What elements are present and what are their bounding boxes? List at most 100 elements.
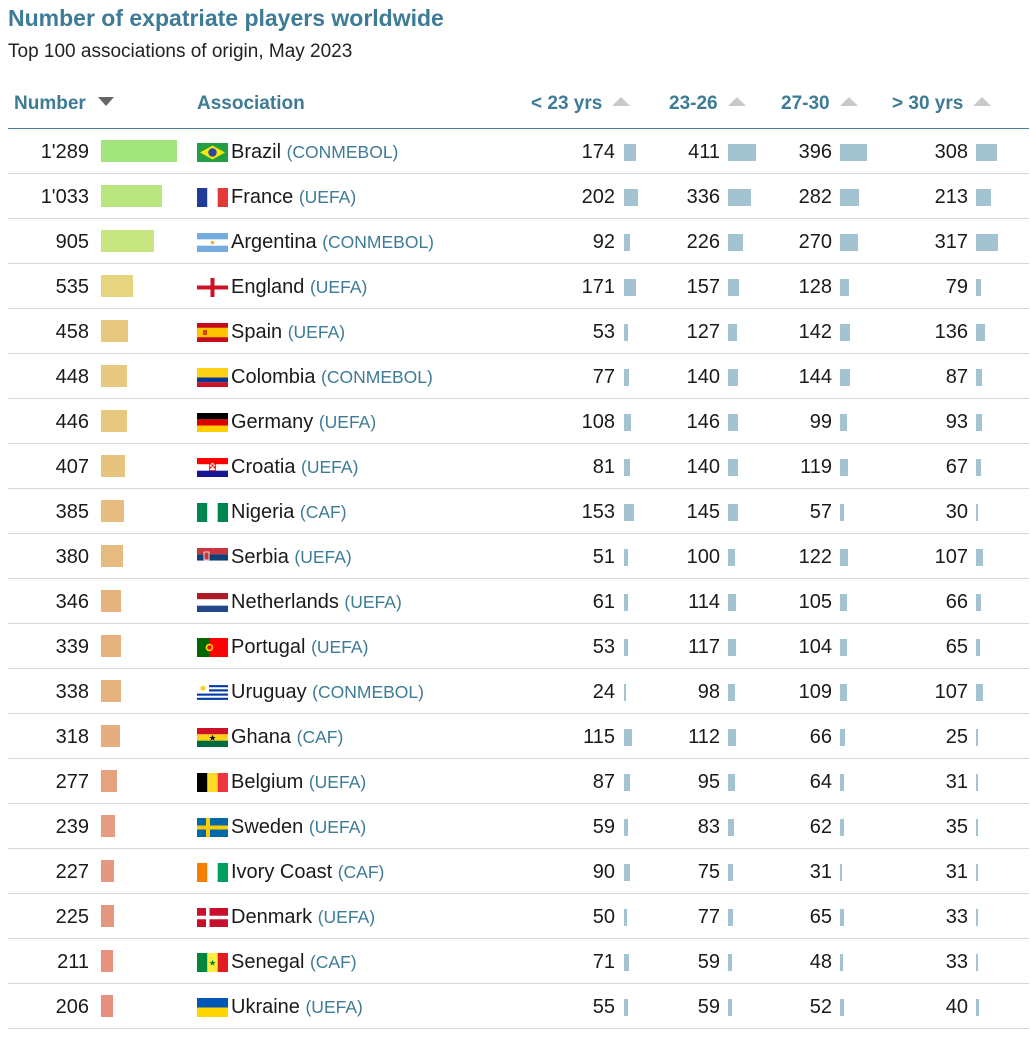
age-value-o30: 107 [934, 681, 968, 703]
age-value-u23: 51 [592, 546, 615, 568]
age-bar-y23_26 [728, 954, 732, 971]
age-bar-o30 [976, 459, 981, 476]
age-bar-o30 [976, 954, 979, 971]
table-row: 211 Senegal (CAF) 71 59 48 33 [8, 939, 1029, 984]
confederation-label: (UEFA) [318, 412, 377, 432]
age-bar-y27_30 [840, 369, 850, 386]
age-value-u23: 77 [592, 366, 615, 388]
number-bar [101, 995, 114, 1017]
number-value: 448 [55, 366, 89, 388]
age-bar-y23_26 [728, 324, 737, 341]
age-bar-y27_30 [840, 819, 845, 836]
age-value-u23: 174 [581, 141, 615, 163]
age-value-y23_26: 77 [697, 906, 720, 928]
age-value-u23: 171 [581, 276, 615, 298]
number-bar [101, 635, 121, 657]
age-value-o30: 317 [934, 231, 968, 253]
age-value-y27_30: 52 [809, 996, 832, 1018]
age-bar-y23_26 [728, 999, 732, 1016]
association-name: Colombia [231, 366, 316, 388]
confederation-label: (UEFA) [298, 187, 357, 207]
column-header-number[interactable]: Number [14, 93, 114, 115]
number-bar [101, 275, 133, 297]
expat-table: Number Association < 23 yrs 23-26 27-30 … [8, 84, 1029, 1029]
age-value-o30: 79 [945, 276, 968, 298]
age-value-u23: 50 [592, 906, 615, 928]
age-value-o30: 107 [934, 546, 968, 568]
age-value-y23_26: 226 [686, 231, 720, 253]
ghana-flag-icon [197, 728, 228, 747]
age-bar-y27_30 [840, 549, 849, 566]
column-header-27-30[interactable]: 27-30 [781, 93, 858, 115]
age-value-y27_30: 122 [798, 546, 832, 568]
age-bar-u23 [624, 189, 638, 206]
age-bar-u23 [624, 234, 631, 251]
association-cell: Portugal (UEFA) [231, 636, 368, 659]
table-row: 380 Serbia (UEFA) 51 100 122 107 [8, 534, 1029, 579]
age-value-y27_30: 65 [809, 906, 832, 928]
age-value-y27_30: 62 [809, 816, 832, 838]
table-row: 535 England (UEFA) 171 157 128 79 [8, 264, 1029, 309]
number-value: 535 [55, 276, 89, 298]
age-value-y27_30: 64 [809, 771, 832, 793]
association-name: France [231, 186, 294, 208]
age-bar-o30 [976, 549, 984, 566]
age-bar-y27_30 [840, 594, 848, 611]
association-cell: Colombia (CONMEBOL) [231, 366, 433, 389]
age-bar-y23_26 [728, 684, 735, 701]
age-value-y27_30: 109 [798, 681, 832, 703]
number-value: 380 [55, 546, 89, 568]
age-bar-y27_30 [840, 234, 859, 251]
england-flag-icon [197, 278, 228, 297]
age-value-o30: 30 [945, 501, 968, 523]
association-cell: Denmark (UEFA) [231, 906, 375, 929]
age-bar-u23 [624, 459, 630, 476]
age-value-y23_26: 59 [697, 996, 720, 1018]
column-header-23-26-label: 23-26 [669, 93, 718, 114]
column-header-association[interactable]: Association [197, 93, 305, 115]
age-bar-u23 [624, 684, 626, 701]
ivory-coast-flag-icon [197, 863, 228, 882]
number-value: 206 [55, 996, 89, 1018]
association-cell: Argentina (CONMEBOL) [231, 231, 434, 254]
ukraine-flag-icon [197, 998, 228, 1017]
column-header-association-label: Association [197, 93, 305, 114]
age-bar-y23_26 [728, 504, 738, 521]
age-bar-y23_26 [728, 729, 736, 746]
number-bar [101, 680, 121, 702]
association-cell: Ivory Coast (CAF) [231, 861, 384, 884]
association-cell: Belgium (UEFA) [231, 771, 366, 794]
age-bar-y23_26 [728, 234, 744, 251]
table-row: 905 Argentina (CONMEBOL) 92 226 270 317 [8, 219, 1029, 264]
age-bar-u23 [624, 594, 629, 611]
age-bar-y23_26 [728, 144, 756, 161]
age-value-u23: 92 [592, 231, 615, 253]
chart-subtitle: Top 100 associations of origin, May 2023 [8, 41, 353, 62]
age-value-y27_30: 282 [798, 186, 832, 208]
age-bar-u23 [624, 369, 630, 386]
age-bar-y27_30 [840, 729, 845, 746]
age-bar-y27_30 [840, 774, 845, 791]
colombia-flag-icon [197, 368, 228, 387]
age-bar-y23_26 [728, 414, 738, 431]
age-bar-o30 [976, 324, 986, 341]
number-value: 211 [57, 951, 89, 973]
age-value-o30: 33 [945, 906, 968, 928]
association-name: Belgium [231, 771, 304, 793]
table-row: 338 Uruguay (CONMEBOL) 24 98 109 107 [8, 669, 1029, 714]
association-name: Argentina [231, 231, 317, 253]
column-header-under-23[interactable]: < 23 yrs [531, 93, 631, 115]
age-bar-y23_26 [728, 819, 734, 836]
croatia-flag-icon [197, 458, 228, 477]
table-row: 225 Denmark (UEFA) 50 77 65 33 [8, 894, 1029, 939]
confederation-label: (UEFA) [308, 817, 367, 837]
association-cell: Uruguay (CONMEBOL) [231, 681, 424, 704]
age-bar-o30 [976, 909, 979, 926]
age-value-y23_26: 75 [697, 861, 720, 883]
number-bar [101, 455, 125, 477]
column-header-over-30[interactable]: > 30 yrs [892, 93, 992, 115]
age-value-y27_30: 119 [800, 456, 832, 478]
column-header-23-26[interactable]: 23-26 [669, 93, 746, 115]
age-bar-u23 [624, 864, 631, 881]
association-cell: Spain (UEFA) [231, 321, 345, 344]
